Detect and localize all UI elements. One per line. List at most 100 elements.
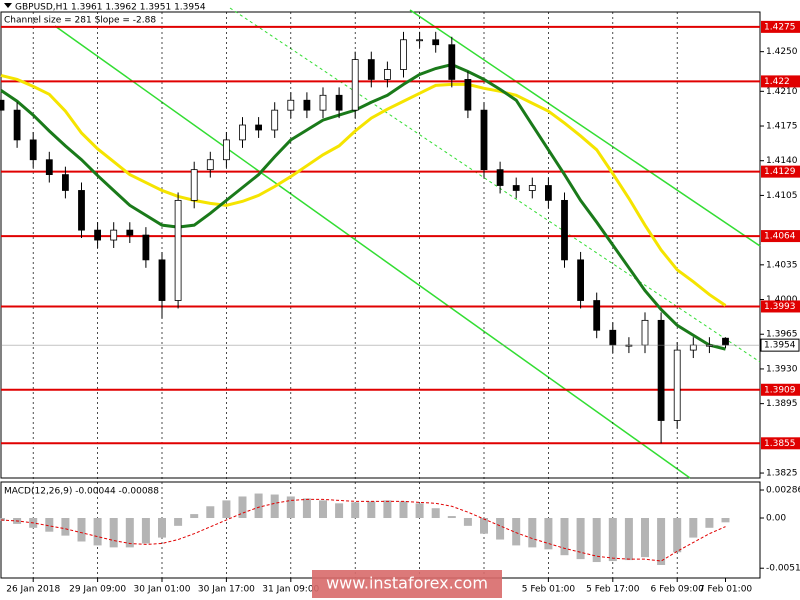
candle-body [255, 124, 263, 131]
macd-bar [351, 502, 360, 519]
macd-bar [463, 518, 472, 526]
macd-bar [608, 518, 617, 562]
candle-body [271, 109, 279, 131]
macd-bar [254, 493, 263, 519]
macd-bar [383, 500, 392, 519]
candle-body [62, 174, 69, 191]
y-tick-label: 1.4250 [766, 47, 798, 57]
level-label-box [761, 300, 800, 313]
macd-bar [560, 518, 569, 556]
channel-upper [409, 9, 761, 247]
macd-bar [592, 518, 601, 563]
macd-bar [528, 518, 537, 548]
level-label-box [761, 165, 800, 178]
current-price-label: 1.3954 [764, 341, 796, 351]
macd-bar [447, 516, 456, 519]
candle-body [689, 344, 697, 351]
moving-average [0, 62, 726, 351]
level-label-box [761, 75, 800, 88]
macd-bar [673, 518, 682, 553]
candle-body [287, 99, 295, 111]
chart-title: GBPUSD,H1 1.3961 1.3962 1.3951 1.3954 [15, 3, 206, 13]
candle-body [190, 169, 198, 201]
chart-subtitle: Channel size = 281 Slope = -2.88 [4, 16, 156, 26]
macd-bar [399, 501, 408, 519]
x-tick-label: 26 Jan 2018 [6, 585, 60, 595]
macd-title: MACD(12,26,9) -0.00044 -0.00088 [4, 487, 159, 497]
channel-lines [54, 7, 761, 479]
macd-bar [109, 518, 118, 548]
candle-body [512, 185, 520, 191]
x-tick-label: 5 Feb 01:00 [522, 585, 576, 595]
candle-body [126, 229, 134, 236]
y-tick-label: 1.3930 [766, 364, 798, 374]
x-tick-label: 30 Jan 01:00 [134, 585, 191, 595]
candle-body [142, 234, 150, 261]
macd-bar [190, 514, 199, 519]
moving-average [0, 73, 727, 307]
y-tick-label: 1.3965 [766, 330, 798, 340]
macd-bar [496, 518, 505, 540]
candle-body [174, 199, 182, 301]
macd-bar [335, 503, 344, 519]
level-label-box [761, 383, 800, 396]
candle-body [432, 39, 440, 46]
level-label: 1.3909 [764, 385, 796, 395]
level-label: 1.4275 [764, 22, 796, 32]
y-tick-label: 1.4210 [766, 87, 798, 97]
candle-body [351, 59, 359, 111]
candle-body [158, 259, 166, 301]
level-label: 1.4129 [764, 167, 796, 177]
y-tick-label: 1.4175 [766, 122, 798, 132]
y-tick-label: 1.4140 [766, 156, 798, 166]
macd-bar [93, 518, 102, 546]
macd-bar [641, 518, 649, 558]
candle-body [641, 319, 649, 346]
watermark: www.instaforex.com [326, 574, 488, 593]
channel-lower [54, 25, 691, 479]
candle-body [416, 39, 424, 42]
macd-bar [512, 518, 521, 546]
current-price-box [760, 338, 800, 352]
candle-body [45, 159, 53, 176]
macd-bar [480, 518, 488, 534]
candle-body [13, 109, 21, 141]
macd-bar [206, 506, 215, 519]
candle-body [561, 199, 568, 261]
level-label-box [761, 437, 800, 450]
x-tick-label: 30 Jan 17:00 [198, 585, 255, 595]
macd-bar [270, 494, 279, 519]
macd-bar [544, 518, 553, 550]
macd-bar [319, 500, 327, 519]
macd-bar [721, 518, 730, 523]
candle-body [383, 69, 391, 80]
macd-bar [302, 498, 311, 519]
y-tick-label: 0.00 [766, 514, 786, 524]
macd-bar [141, 518, 150, 544]
candle-body [593, 300, 601, 331]
candle-body [480, 109, 488, 171]
level-label: 1.4064 [764, 232, 796, 242]
candle-body [496, 169, 504, 186]
candle-body [94, 229, 101, 241]
y-tick-label: 1.4035 [766, 260, 798, 270]
macd-bar [431, 508, 440, 519]
x-tick-label: 5 Feb 17:00 [586, 585, 640, 595]
candle-body [528, 185, 536, 191]
y-tick-label: 0.00286 [766, 486, 800, 496]
candle-body [657, 319, 665, 421]
candle-body [448, 44, 456, 80]
macd-bar [415, 503, 424, 519]
y-tick-label: 1.3895 [766, 399, 798, 409]
candle-body [206, 159, 214, 171]
main-panel [0, 11, 761, 479]
candle-body [319, 94, 327, 111]
candle-body [400, 39, 407, 70]
macd-bar [238, 496, 247, 519]
watermark-box [312, 570, 502, 598]
y-tick-label: 1.4105 [766, 191, 798, 201]
macd-bar [286, 496, 295, 519]
x-tick-label: 29 Jan 09:00 [69, 585, 126, 595]
